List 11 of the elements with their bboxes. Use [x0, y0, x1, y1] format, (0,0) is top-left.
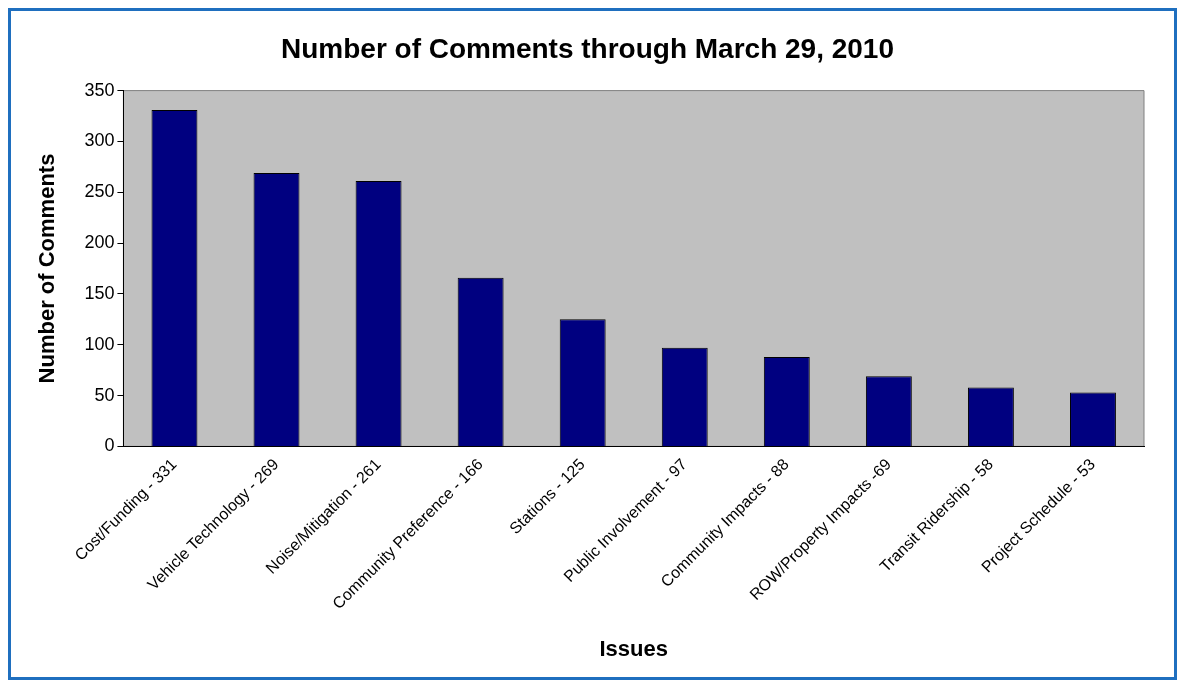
y-tick-label: 350	[84, 79, 115, 100]
y-tick-label: 100	[84, 333, 115, 354]
y-axis-title: Number of Comments	[34, 153, 60, 384]
y-tick-label: 0	[104, 435, 115, 456]
y-tick-label: 50	[94, 384, 115, 405]
y-tick-label: 200	[84, 232, 115, 253]
y-tick-label: 250	[84, 181, 115, 202]
chart-title: Number of Comments through March 29, 2010	[280, 32, 895, 64]
y-tick-label: 300	[84, 130, 115, 151]
x-axis-title: Issues	[599, 635, 668, 661]
y-tick-label: 150	[84, 282, 115, 303]
